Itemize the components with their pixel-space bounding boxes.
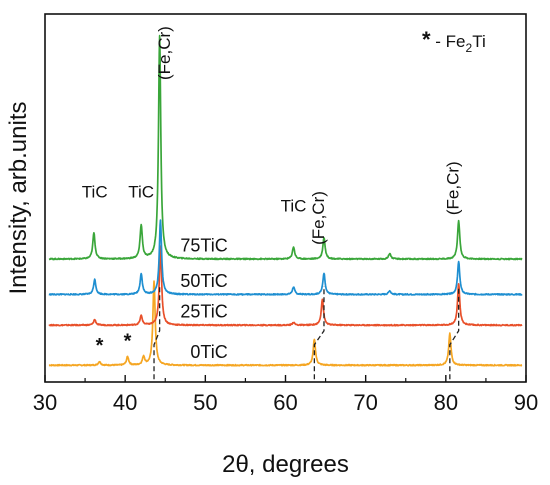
x-tick-label: 70 — [353, 390, 377, 415]
legend-star: * — [422, 27, 431, 52]
dashed-peak-marker — [313, 286, 325, 380]
x-tick-label: 30 — [33, 390, 57, 415]
x-tick-label: 60 — [273, 390, 297, 415]
peak-label: TiC — [82, 183, 108, 202]
series-label-50tic: 50TiC — [180, 271, 227, 291]
series-label-0tic: 0TiC — [190, 342, 227, 362]
x-tick-layer: 30 40 50 60 70 80 90 — [33, 375, 538, 415]
dashed-peak-marker — [153, 286, 161, 380]
x-axis-title: 2θ, degrees — [222, 451, 349, 478]
peak-label: (Fe,Cr) — [444, 161, 463, 215]
x-tick-label: 90 — [514, 390, 538, 415]
series-label-75tic: 75TiC — [180, 236, 227, 256]
peak-label: (Fe,Cr) — [155, 26, 174, 80]
peak-label: TiC — [128, 183, 154, 202]
legend-subscript: 2 — [466, 41, 473, 55]
legend-suffix: Ti — [472, 32, 486, 51]
y-axis-title: Intensity, arb.units — [5, 102, 32, 295]
fe2ti-star-label: * — [124, 331, 132, 353]
legend-fe2ti: * - Fe2Ti — [422, 27, 486, 55]
peak-label: TiC — [281, 197, 307, 216]
series-layer: 0TiC 25TiC 50TiC 75TiC — [48, 34, 523, 367]
series-line-75tic — [48, 34, 523, 261]
series-line-0tic — [48, 280, 523, 367]
peak-label: (Fe,Cr) — [309, 191, 328, 245]
series-line-25tic — [48, 245, 523, 327]
x-tick-label: 80 — [434, 390, 458, 415]
annotation-layer: TiC TiC(Fe,Cr)TiC (Fe,Cr)(Fe,Cr)* * — [82, 26, 463, 357]
dashed-marker-layer — [153, 286, 460, 380]
dashed-peak-marker — [449, 286, 460, 380]
series-label-25tic: 25TiC — [180, 302, 227, 322]
x-tick-label: 40 — [113, 390, 137, 415]
x-tick-label: 50 — [193, 390, 217, 415]
series-line-50tic — [48, 219, 523, 296]
fe2ti-star-label: * — [96, 335, 104, 357]
legend-text: - Fe — [431, 32, 466, 51]
